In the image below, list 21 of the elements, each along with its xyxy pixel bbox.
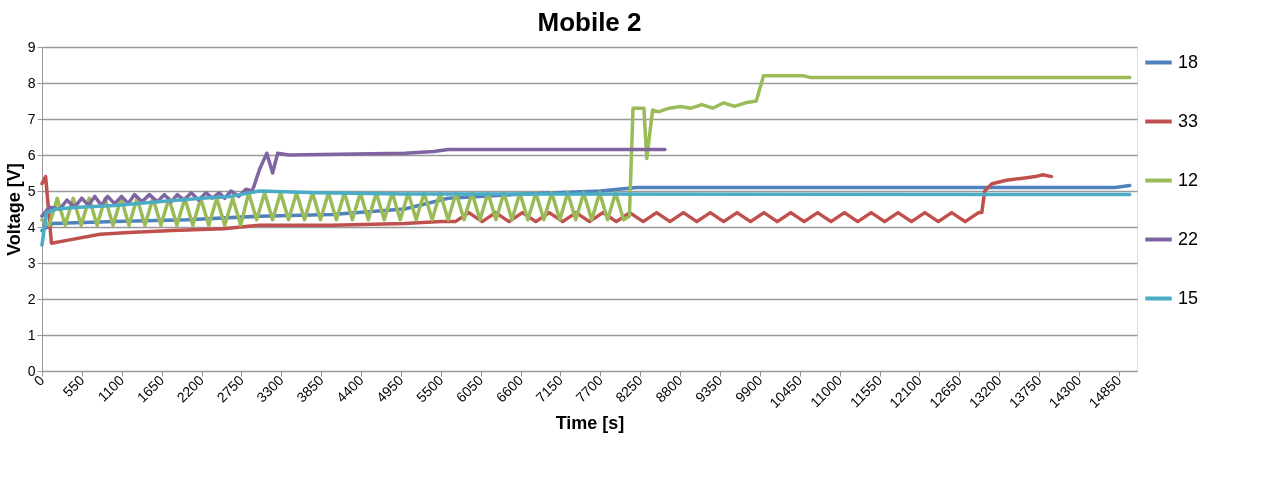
line-series xyxy=(40,189,1132,247)
y-tick-label: 7 xyxy=(27,110,36,127)
y-tick-label: 5 xyxy=(27,182,36,199)
legend-label: 18 xyxy=(1178,51,1199,72)
y-tick-label: 8 xyxy=(27,74,36,91)
y-tick-label: 1 xyxy=(27,326,36,343)
y-tick-label: 6 xyxy=(27,146,36,163)
chart-title: Mobile 2 xyxy=(537,7,642,37)
legend-label: 12 xyxy=(1178,169,1199,190)
y-tick-label: 2 xyxy=(27,290,36,307)
y-tick-label: 9 xyxy=(27,38,36,55)
legend-label: 33 xyxy=(1178,110,1199,131)
y-tick-label: 4 xyxy=(27,218,36,235)
line-series xyxy=(40,74,1132,227)
line-series xyxy=(40,173,1054,245)
y-tick-label: 3 xyxy=(27,254,36,271)
legend-label: 22 xyxy=(1178,228,1199,249)
x-tick-label: 550 xyxy=(59,371,88,400)
x-axis-title: Time [s] xyxy=(555,412,625,433)
y-axis-title: Voltage [V] xyxy=(3,163,24,256)
legend-label: 15 xyxy=(1178,287,1199,308)
